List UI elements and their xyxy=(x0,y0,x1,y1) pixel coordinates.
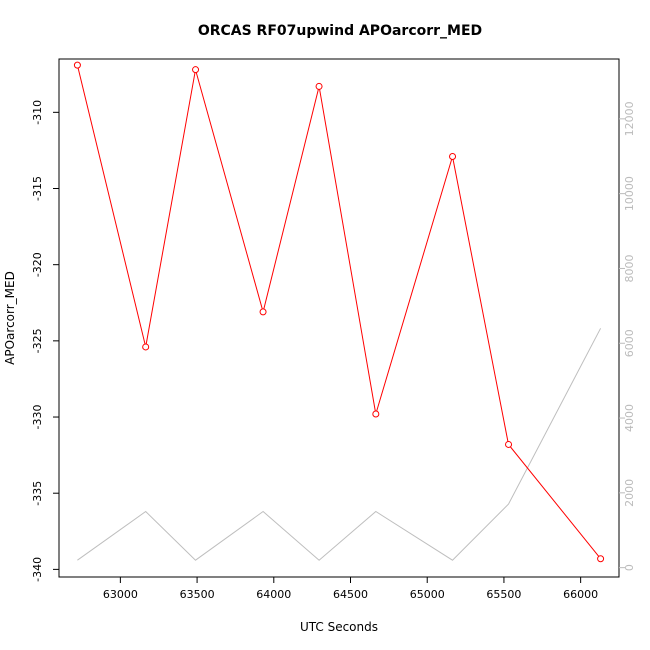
data-point-0-2 xyxy=(192,66,200,74)
series-line-1 xyxy=(77,328,602,561)
y2-tick-label-5: 10000 xyxy=(623,176,636,211)
y-axis-label: APOarcorr_MED xyxy=(3,271,17,365)
x-tick-label-2: 64000 xyxy=(256,588,291,601)
x-tick-label-4: 65000 xyxy=(410,588,445,601)
data-point-0-1 xyxy=(142,343,150,351)
data-point-0-6 xyxy=(449,153,457,161)
data-point-0-4 xyxy=(315,82,323,90)
y2-tick-label-0: 0 xyxy=(623,564,636,571)
y-tick-label-5: -335 xyxy=(31,481,44,506)
data-point-0-5 xyxy=(372,410,380,418)
y2-tick-label-4: 8000 xyxy=(623,254,636,282)
data-point-0-3 xyxy=(259,308,267,316)
series-layer xyxy=(73,61,605,563)
y2-axis: 0 2000 4000 6000 8000 10000 12000 xyxy=(619,101,636,571)
data-point-0-7 xyxy=(505,440,513,448)
y-axis: -310 -315 -320 -325 -330 -335 -340 xyxy=(31,100,59,582)
data-point-0-0 xyxy=(73,61,81,69)
y-tick-label-3: -325 xyxy=(31,328,44,353)
y-tick-label-1: -315 xyxy=(31,176,44,201)
x-tick-label-3: 64500 xyxy=(333,588,368,601)
plot-frame xyxy=(58,58,620,578)
y-tick-label-0: -310 xyxy=(31,100,44,125)
x-tick-label-1: 63500 xyxy=(180,588,215,601)
y-tick-label-6: -340 xyxy=(31,557,44,582)
data-point-0-8 xyxy=(597,555,605,563)
chart-title: ORCAS RF07upwind APOarcorr_MED xyxy=(198,23,482,39)
y2-tick-label-2: 4000 xyxy=(623,404,636,432)
y2-tick-label-6: 12000 xyxy=(623,101,636,136)
x-tick-label-5: 65500 xyxy=(486,588,521,601)
x-tick-label-0: 63000 xyxy=(103,588,138,601)
x-tick-label-6: 66000 xyxy=(563,588,598,601)
y-tick-label-2: -320 xyxy=(31,252,44,277)
series-line-0 xyxy=(76,64,601,560)
y2-tick-label-3: 6000 xyxy=(623,329,636,357)
x-axis-label: UTC Seconds xyxy=(300,620,378,634)
x-axis: 63000 63500 64000 64500 65000 65500 66000 xyxy=(103,577,598,601)
y-tick-label-4: -330 xyxy=(31,405,44,430)
y2-tick-label-1: 2000 xyxy=(623,479,636,507)
